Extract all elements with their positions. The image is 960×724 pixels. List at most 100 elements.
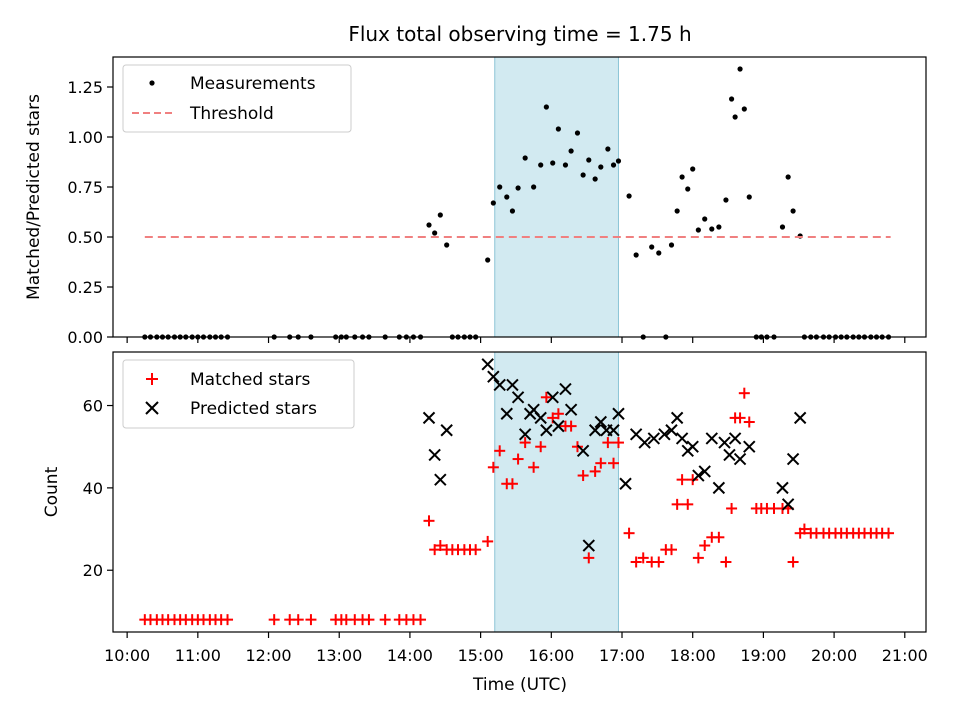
matched-star-point [470,544,482,556]
measurement-point [779,224,786,230]
measurement-point [615,158,622,164]
predicted-star-point [552,419,565,433]
bottom-panel: 20 40 60 10:00 11:00 12:00 13:00 14:00 15:00 16:… [42,351,928,695]
matched-star-point [713,531,725,543]
matched-star-point [434,540,446,552]
bottom-y-axis-label: Count [42,466,62,517]
matched-star-point [535,441,547,453]
legend-predicted-marker [145,401,159,415]
bottom-y-tick-label: 20 [83,561,103,580]
measurement-point [509,208,516,214]
matched-star-point [743,416,755,428]
top-legend: Measurements Threshold [122,64,352,133]
matched-star-point [602,437,614,449]
measurement-point [574,130,581,136]
predicted-star-point [500,407,513,420]
matched-star-point [552,408,564,420]
measurement-point [562,162,569,168]
matched-star-point [692,552,704,564]
predicted-star-point [658,428,671,441]
matched-star-point [423,515,435,527]
matched-star-point [512,453,524,465]
legend-predicted-label: Predicted stars [190,399,317,419]
x-tick-label: 11:00 [175,646,221,665]
matched-star-point [506,478,518,490]
predicted-star-point [670,411,684,425]
x-tick-label: 13:00 [316,646,362,665]
matched-star-point [528,461,540,473]
x-tick-label: 18:00 [670,646,716,665]
matched-star-point [519,437,531,449]
matched-star-point [268,614,280,626]
predicted-star-point [434,473,447,486]
matched-star-point [363,614,375,626]
matched-star-point [577,470,589,482]
measurement-point [668,242,675,248]
x-tick-label: 20:00 [811,646,857,665]
legend-measurements-marker [149,80,155,86]
bottom-series-layer [139,358,895,626]
legend-matched-label: Matched stars [190,370,310,390]
bottom-x-ticks: 10:00 11:00 12:00 13:00 14:00 15:00 16:00 17:00… [104,632,928,665]
matched-star-point [222,614,234,626]
x-tick-label: 21:00 [882,646,928,665]
predicted-star-point [786,452,800,466]
matched-star-point [883,527,895,539]
measurement-point [568,148,574,154]
matched-star-point [798,523,810,535]
measurement-point [685,186,691,192]
predicted-star-point [440,424,453,437]
measurement-point [674,208,680,214]
predicted-star-point [540,424,553,437]
measurement-point [490,200,496,206]
legend-threshold-label: Threshold [189,104,274,124]
chart-title: Flux total observing time = 1.75 h [348,22,691,46]
x-tick-label: 14:00 [387,646,433,665]
top-observing-span [494,56,619,338]
predicted-star-point [686,440,699,453]
measurement-point [538,162,544,168]
x-tick-label: 19:00 [740,646,786,665]
matched-star-point [415,614,427,626]
matched-star-point [379,614,391,626]
legend-measurements-label: Measurements [190,74,316,94]
measurement-point [432,230,438,236]
measurement-point [695,227,701,233]
measurement-point [522,155,528,161]
bottom-axes-frame [112,351,927,633]
bottom-legend: Matched stars Predicted stars [122,359,355,429]
matched-star-point [653,556,665,568]
matched-star-point [637,552,649,564]
predicted-star-point [723,448,736,462]
predicted-star-point [559,382,572,396]
predicted-star-point [647,432,661,445]
predicted-star-point [576,444,590,458]
matched-star-point [589,465,601,477]
measurement-point [709,226,715,232]
top-axes-frame [112,56,927,338]
predicted-star-point [698,465,711,478]
top-y-axis-label: Matched/Predicted stars [24,94,44,300]
measurement-point [790,208,796,214]
top-y-tick-label: 0.25 [67,278,103,297]
matched-star-point [482,535,494,547]
x-tick-label: 17:00 [599,646,645,665]
measurement-point [592,176,598,182]
measurement-point [728,96,735,102]
x-tick-label: 10:00 [104,646,150,665]
top-y-tick-label: 1.25 [67,78,103,97]
x-tick-label: 15:00 [458,646,504,665]
measurement-point [737,66,743,72]
measurement-point [531,184,537,190]
matched-star-point [595,457,607,469]
predicted-star-point [564,403,578,416]
measurement-point [543,104,549,110]
measurement-point [437,212,443,218]
matched-star-point [571,441,583,453]
top-y-tick-label: 0.50 [67,228,103,247]
predicted-star-point [422,411,436,425]
measurement-point [656,250,662,256]
matched-star-point [494,445,506,457]
predicted-star-point [733,452,747,466]
